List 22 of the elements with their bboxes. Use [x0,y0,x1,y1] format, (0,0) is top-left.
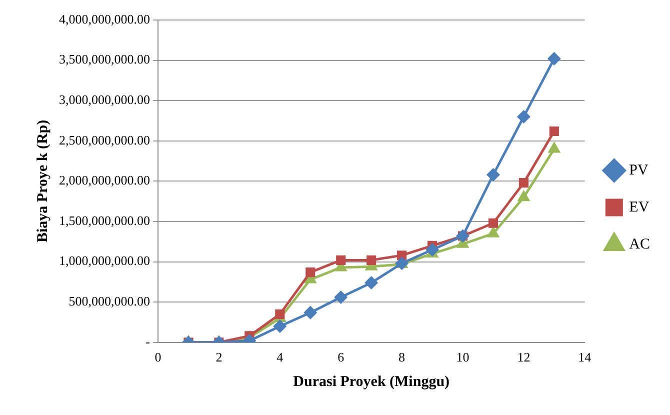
x-tick-label: 4 [276,350,284,365]
x-tick-label: 14 [578,350,592,365]
y-axis-title: Biaya Proye k (Rp) [34,120,51,243]
legend-label: AC [629,236,650,252]
y-tick-label: 2,000,000,000.00 [59,172,150,188]
y-tick-label: 4,000,000,000.00 [59,11,150,26]
y-tick-label: 1,000,000,000.00 [59,253,150,268]
x-tick-label: 2 [216,350,222,365]
y-tick-label: 3,500,000,000.00 [59,52,150,67]
y-tick-label: 3,000,000,000.00 [59,92,150,108]
x-tick-label: 6 [338,350,345,365]
y-tick-label: 500,000,000.00 [68,294,150,309]
x-tick-label: 12 [517,350,530,365]
y-tick-label: 2,500,000,000.00 [59,132,150,148]
x-tick-label: 8 [398,350,406,365]
x-tick-label: 0 [154,350,162,365]
y-tick-label: - [146,334,150,349]
legend-label: PV [629,162,649,178]
y-tick-label: 1,500,000,000.00 [59,212,150,228]
legend-label: EV [629,199,650,216]
x-axis-title: Durasi Proyek (Minggu) [293,374,450,390]
x-tick-label: 10 [456,350,470,365]
